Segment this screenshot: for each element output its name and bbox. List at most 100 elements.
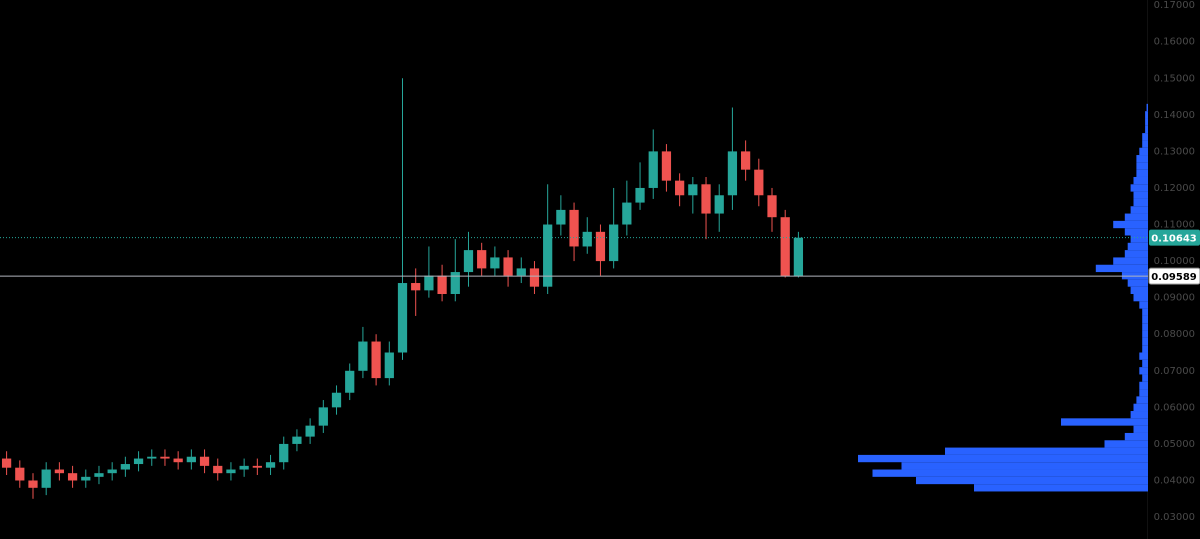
volume-profile-bar <box>1124 250 1148 258</box>
candle-body <box>28 480 38 488</box>
candle-body <box>1 458 12 468</box>
candle-body <box>252 465 262 468</box>
candle-body <box>661 151 672 181</box>
volume-profile-bar <box>1136 155 1148 163</box>
volume-profile-bar <box>1127 279 1148 287</box>
volume-profile-bar <box>1133 198 1148 207</box>
volume-profile-bar <box>1113 220 1148 229</box>
candle-body <box>279 443 289 463</box>
candle-body <box>107 469 117 474</box>
volume-profile-bar <box>901 462 1148 470</box>
volume-profile-bar <box>1142 345 1148 353</box>
volume-profile-bar <box>1113 257 1148 265</box>
candle-body <box>331 392 342 408</box>
candle-body <box>622 202 632 225</box>
candle-body <box>767 195 777 218</box>
candle-body <box>292 436 302 444</box>
y-tick-label: 0.11000 <box>1154 220 1195 231</box>
volume-profile-bar <box>1142 330 1148 338</box>
candle-body <box>780 217 790 277</box>
volume-profile-bar <box>1130 286 1148 294</box>
volume-profile-bar <box>1139 301 1148 309</box>
price-label: 0.10643 <box>1151 234 1197 245</box>
candle-body <box>648 151 658 188</box>
price-label: 0.09589 <box>1151 272 1197 283</box>
y-tick-label: 0.16000 <box>1154 37 1195 48</box>
candle-body <box>160 456 170 459</box>
candle-body <box>147 456 157 459</box>
candle-body <box>582 231 592 247</box>
candle-body <box>265 462 276 468</box>
y-tick-label: 0.03000 <box>1154 512 1195 523</box>
candle-body <box>358 341 368 371</box>
y-tick-label: 0.08000 <box>1154 329 1195 340</box>
candle-body <box>595 231 606 262</box>
candle-body <box>239 465 249 470</box>
volume-profile-bar <box>974 484 1148 492</box>
volume-profile-bar <box>1095 264 1148 273</box>
candle-body <box>81 476 91 481</box>
candle-body <box>754 169 764 196</box>
volume-profile-bar <box>858 454 1148 463</box>
volume-profile-bar <box>1130 235 1148 243</box>
volume-profile-bar <box>1104 440 1148 448</box>
y-tick-label: 0.14000 <box>1154 110 1195 121</box>
candle-body <box>213 465 223 474</box>
volume-profile-bar <box>1130 184 1148 192</box>
price-label-box <box>1149 229 1200 246</box>
candle-body <box>318 407 328 426</box>
volume-profile-bar <box>1133 176 1148 185</box>
candle-body <box>477 250 487 269</box>
volume-profile-bar <box>1142 323 1148 331</box>
volume-profile-bar <box>1139 389 1148 397</box>
volume-profile-bar <box>1146 103 1148 112</box>
candle-body <box>437 275 447 294</box>
y-tick-label: 0.04000 <box>1154 475 1195 486</box>
candle-body <box>701 184 711 214</box>
volume-profile-bar <box>1142 308 1148 316</box>
volume-profile-bar <box>1133 294 1148 302</box>
candle-body <box>54 469 65 474</box>
candle-body <box>490 257 500 269</box>
candle-body <box>450 272 460 294</box>
candle-body <box>94 473 104 477</box>
candle-body <box>199 456 210 466</box>
volume-profile-bar <box>1145 111 1148 119</box>
volume-profile-bar <box>1130 206 1148 214</box>
candle-body <box>569 209 579 247</box>
volume-profile-bar <box>916 476 1148 485</box>
volume-profile-bar <box>1139 352 1148 360</box>
candle-body <box>345 370 355 393</box>
candle-body <box>529 268 540 287</box>
volume-profile-bar <box>1145 118 1148 126</box>
volume-profile-bar <box>1124 228 1148 236</box>
candle-body <box>186 456 196 463</box>
volume-profile-bar <box>1130 411 1148 419</box>
candle-body <box>556 209 566 225</box>
candle-body <box>371 341 381 379</box>
candle-body <box>424 275 434 291</box>
candle-body <box>173 458 183 463</box>
volume-profile-bar <box>1139 381 1148 390</box>
price-label-box <box>1148 267 1200 285</box>
volume-profile-bar <box>1136 162 1148 170</box>
volume-profile-bar <box>1142 359 1148 368</box>
volume-profile-bar <box>1124 432 1148 441</box>
candle-body <box>635 187 645 203</box>
volume-profile-bar <box>1142 140 1148 148</box>
candle-body <box>463 250 474 273</box>
y-tick-label: 0.09000 <box>1154 293 1195 304</box>
volume-profile-bar <box>1142 374 1148 382</box>
candle-body <box>516 268 526 276</box>
candle-body <box>384 352 394 379</box>
y-tick-label: 0.10000 <box>1154 256 1195 267</box>
candle-body <box>714 195 724 214</box>
candle-body <box>41 469 51 488</box>
candle-body <box>740 151 751 170</box>
candle-body <box>793 237 804 277</box>
volume-profile-bar <box>1142 337 1148 346</box>
candle-body <box>609 224 619 262</box>
volume-profile-bar <box>1142 133 1148 141</box>
candle-body <box>688 184 698 196</box>
